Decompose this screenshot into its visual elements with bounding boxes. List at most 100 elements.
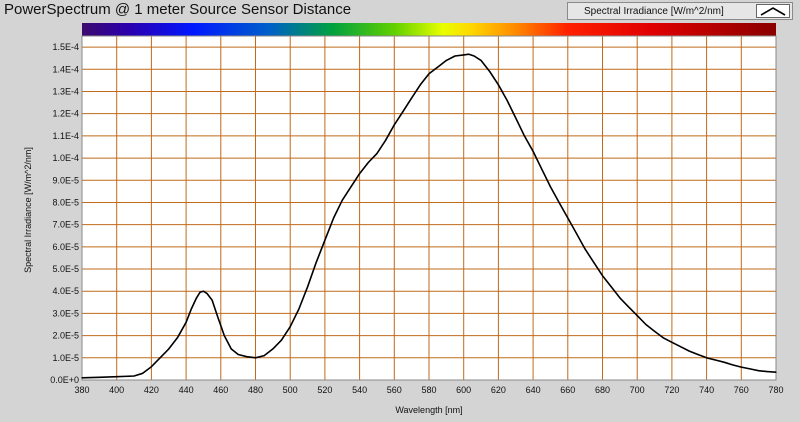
x-tick-label: 380 <box>74 385 89 395</box>
y-tick-label: 1.4E-4 <box>52 64 79 74</box>
y-tick-label: 1.5E-4 <box>52 42 79 52</box>
data-point <box>350 186 352 188</box>
data-point <box>480 59 482 62</box>
data-point <box>411 97 413 99</box>
series-group <box>81 53 777 379</box>
data-point <box>437 66 439 68</box>
data-point <box>150 366 152 368</box>
data-point <box>367 161 369 164</box>
data-point <box>298 308 300 310</box>
data-point <box>584 248 586 250</box>
data-point <box>732 364 734 366</box>
legend-line-swatch-icon <box>756 4 790 18</box>
data-point <box>697 353 699 356</box>
y-tick-label: 2.0E-5 <box>52 331 79 341</box>
data-point <box>142 372 144 374</box>
data-point <box>324 239 326 241</box>
x-tick-label: 640 <box>526 385 541 395</box>
data-point <box>627 306 630 308</box>
data-point <box>230 348 232 350</box>
y-axis-label: Spectral Irradiance [W/m^2/nm] <box>23 147 33 273</box>
data-point <box>610 286 612 288</box>
data-point <box>706 357 708 359</box>
legend[interactable]: Spectral Irradiance [W/m^2/nm] <box>567 2 793 20</box>
data-point <box>168 348 170 350</box>
data-point <box>454 55 456 57</box>
x-tick-label: 680 <box>595 385 610 395</box>
y-tick-label: 0.0E+0 <box>50 375 79 385</box>
y-tick-label: 1.0E-4 <box>52 153 79 163</box>
data-point <box>190 308 192 310</box>
x-tick-label: 700 <box>630 385 645 395</box>
data-point <box>758 370 760 372</box>
y-tick-label: 3.0E-5 <box>52 308 79 318</box>
x-tick-label: 620 <box>491 385 506 395</box>
data-point <box>473 55 475 57</box>
data-point <box>723 361 725 363</box>
y-tick-label: 9.0E-5 <box>52 175 79 185</box>
x-axis-label: Wavelength [nm] <box>395 405 462 415</box>
data-point <box>489 70 491 73</box>
data-point <box>714 359 716 361</box>
data-point <box>532 150 534 152</box>
y-tick-label: 7.0E-5 <box>52 220 79 230</box>
data-point <box>280 339 283 341</box>
data-point <box>272 348 274 350</box>
data-point <box>445 59 447 62</box>
data-point <box>263 355 265 357</box>
data-point <box>515 117 517 119</box>
data-point <box>246 356 248 358</box>
data-point <box>645 323 647 326</box>
data-point <box>159 357 161 359</box>
data-point <box>428 73 430 75</box>
x-tick-label: 600 <box>456 385 471 395</box>
grid <box>81 35 777 381</box>
spectrum-color-bar <box>82 23 776 36</box>
x-tick-label: 660 <box>560 385 575 395</box>
data-point <box>81 377 83 379</box>
data-point <box>185 321 187 323</box>
x-tick-label: 740 <box>699 385 714 395</box>
x-tick-label: 460 <box>213 385 228 395</box>
data-point <box>376 153 378 155</box>
data-point <box>523 135 526 137</box>
x-tick-label: 540 <box>352 385 367 395</box>
data-point <box>98 376 100 378</box>
data-point <box>116 376 118 378</box>
data-point <box>468 53 470 55</box>
data-point <box>176 337 178 339</box>
data-point <box>359 173 361 175</box>
data-point <box>223 335 225 337</box>
data-point <box>671 341 673 343</box>
y-tick-label: 1.2E-4 <box>52 109 79 119</box>
legend-label: Spectral Irradiance [W/m^2/nm] <box>584 6 724 17</box>
y-tick-label: 1.1E-4 <box>52 131 79 141</box>
data-point <box>688 350 690 352</box>
y-tick-label: 4.0E-5 <box>52 286 79 296</box>
data-point <box>740 366 742 368</box>
x-tick-label: 560 <box>387 385 402 395</box>
plot-border <box>81 35 777 381</box>
data-point <box>211 299 213 301</box>
data-point <box>289 326 291 328</box>
data-point <box>199 291 201 293</box>
data-point <box>680 346 682 348</box>
x-tick-label: 720 <box>664 385 679 395</box>
x-tick-label: 400 <box>109 385 124 395</box>
data-point <box>601 275 604 277</box>
x-tick-label: 420 <box>144 385 159 395</box>
data-point <box>315 261 317 263</box>
data-point <box>567 217 569 219</box>
data-point <box>216 315 218 317</box>
data-point <box>333 217 335 219</box>
data-point <box>341 199 343 201</box>
data-point <box>206 292 208 294</box>
y-tick-label: 1.3E-4 <box>52 86 79 96</box>
data-point <box>254 357 257 359</box>
data-point <box>541 168 543 170</box>
data-point <box>558 201 560 204</box>
data-point <box>575 232 578 235</box>
data-point <box>307 286 309 288</box>
y-tick-label: 6.0E-5 <box>52 242 79 252</box>
data-point <box>775 371 777 373</box>
